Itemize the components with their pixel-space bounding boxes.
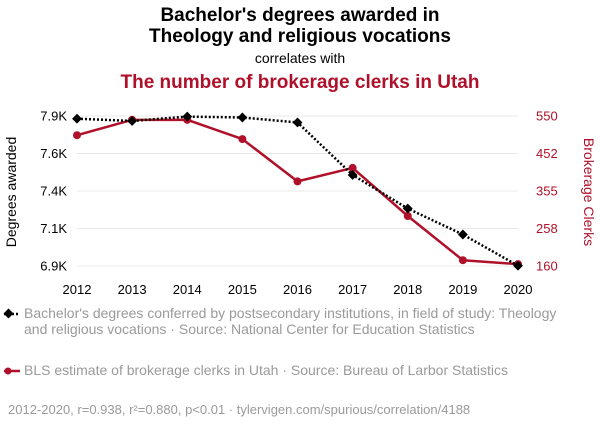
data-point-degrees-awarded — [237, 112, 248, 123]
data-point-brokerage-clerks — [403, 212, 412, 220]
data-point-degrees-awarded — [127, 116, 138, 126]
legend-swatch-series2 — [4, 367, 20, 375]
x-tick-label: 2016 — [283, 282, 312, 297]
data-point-degrees-awarded — [402, 203, 413, 214]
left-axis-label: Degrees awarded — [3, 137, 19, 248]
x-tick-label: 2018 — [393, 282, 422, 297]
chart-connector: correlates with — [255, 50, 345, 66]
data-point-degrees-awarded — [513, 260, 523, 271]
x-axis-ticks: 2012 2013 2014 2015 2016 2017 2018 2019 2020 — [63, 282, 533, 297]
x-tick-label: 2013 — [118, 282, 147, 297]
right-tick-label: 258 — [536, 221, 558, 236]
right-tick-label: 355 — [536, 184, 558, 199]
x-tick-label: 2017 — [338, 282, 367, 297]
series-line-brokerage-clerks — [76, 118, 519, 266]
right-tick-label: 452 — [536, 146, 558, 161]
left-axis-ticks: 6.9K 7.1K 7.4K 7.6K 7.9K — [40, 109, 67, 274]
grid-lines — [77, 115, 518, 267]
left-tick-label: 7.4K — [40, 184, 67, 199]
right-axis-label: Brokerage Clerks — [581, 138, 597, 246]
data-point-brokerage-clerks — [458, 256, 467, 265]
chart-title2: The number of brokerage clerks in Utah — [121, 72, 480, 93]
left-tick-label: 7.9K — [40, 109, 67, 124]
series-brokerage-clerks — [73, 115, 522, 269]
left-tick-label: 7.1K — [40, 221, 67, 236]
legend-swatch-series1 — [3, 308, 20, 319]
data-point-degrees-awarded — [457, 229, 468, 240]
series-degrees-awarded — [72, 111, 523, 271]
data-point-degrees-awarded — [347, 170, 358, 180]
left-tick-label: 6.9K — [40, 259, 67, 274]
data-point-brokerage-clerks — [73, 131, 81, 140]
x-tick-label: 2015 — [228, 282, 257, 297]
x-tick-label: 2020 — [504, 282, 533, 297]
x-tick-label: 2012 — [63, 282, 92, 297]
data-point-brokerage-clerks — [293, 177, 302, 186]
data-point-degrees-awarded — [72, 113, 82, 124]
data-point-brokerage-clerks — [348, 163, 357, 172]
left-tick-label: 7.6K — [40, 146, 67, 161]
data-point-degrees-awarded — [182, 111, 193, 122]
right-tick-label: 160 — [536, 259, 558, 274]
right-axis-ticks: 160 258 355 452 550 — [536, 109, 558, 274]
chart-footer: 2012-2020, r=0.938, r²=0.880, p<0.01 · t… — [8, 402, 471, 417]
legend-entry-series2: BLS estimate of brokerage clerks in Utah… — [24, 362, 509, 378]
right-tick-label: 550 — [536, 109, 558, 124]
legend-entry-series1: Bachelor's degrees conferred by postseco… — [24, 305, 557, 337]
data-point-brokerage-clerks — [238, 135, 247, 144]
chart-title-line2: Theology and religious vocations — [149, 26, 451, 47]
x-tick-label: 2014 — [173, 282, 202, 297]
x-tick-label: 2019 — [448, 282, 477, 297]
chart-title-line1: Bachelor's degrees awarded in — [160, 5, 439, 26]
